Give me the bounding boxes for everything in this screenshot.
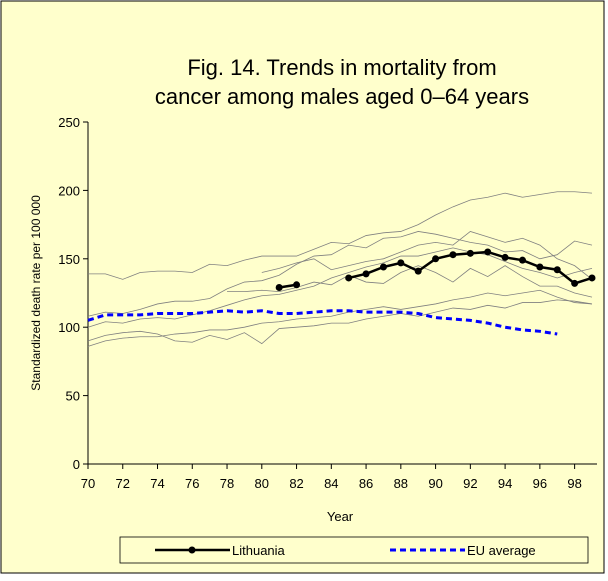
- data-point: [379, 263, 387, 271]
- x-tick-label: 96: [533, 476, 547, 491]
- legend: [119, 536, 589, 564]
- x-tick-label: 88: [394, 476, 408, 491]
- data-point: [414, 267, 422, 275]
- x-tick-label: 70: [81, 476, 95, 491]
- y-tick-label: 100: [58, 320, 80, 335]
- y-tick-label: 200: [58, 183, 80, 198]
- x-tick-label: 76: [185, 476, 199, 491]
- data-point: [484, 248, 492, 256]
- x-tick-label: 84: [324, 476, 338, 491]
- x-tick-label: 78: [220, 476, 234, 491]
- x-tick-label: 72: [116, 476, 130, 491]
- legend-label: EU average: [467, 543, 536, 558]
- data-point: [345, 274, 353, 282]
- legend-marker: [188, 546, 196, 554]
- data-point: [397, 259, 405, 267]
- data-point: [588, 274, 596, 282]
- data-point: [553, 266, 561, 274]
- y-tick-label: 0: [73, 457, 80, 472]
- x-tick-label: 82: [289, 476, 303, 491]
- series-line: [87, 309, 558, 336]
- data-point: [466, 249, 474, 257]
- x-tick-label: 92: [463, 476, 477, 491]
- background-line: [87, 231, 593, 317]
- chart-title: Fig. 14. Trends in mortality from: [187, 55, 496, 80]
- background-line: [87, 289, 593, 347]
- background-line: [87, 247, 593, 328]
- data-point: [275, 284, 283, 292]
- data-point: [536, 263, 544, 271]
- data-point: [293, 281, 301, 289]
- x-tick-label: 74: [150, 476, 164, 491]
- legend-label: Lithuania: [232, 543, 286, 558]
- chart-title: cancer among males aged 0–64 years: [155, 84, 529, 109]
- data-point: [571, 279, 579, 287]
- x-tick-label: 90: [428, 476, 442, 491]
- data-point: [449, 251, 457, 259]
- x-tick-label: 86: [359, 476, 373, 491]
- x-tick-label: 80: [255, 476, 269, 491]
- data-point: [432, 255, 440, 263]
- y-tick-label: 250: [58, 115, 80, 130]
- y-tick-label: 150: [58, 252, 80, 267]
- data-point: [518, 256, 526, 264]
- background-line: [87, 299, 593, 345]
- data-point: [362, 270, 370, 278]
- data-point: [501, 253, 509, 261]
- background-line: [88, 191, 593, 280]
- background-line: [227, 265, 593, 298]
- background-line: [261, 230, 593, 280]
- x-tick-label: 98: [567, 476, 581, 491]
- y-tick-label: 50: [66, 389, 80, 404]
- x-tick-label: 94: [498, 476, 512, 491]
- x-axis-label: Year: [327, 509, 354, 524]
- y-axis-label: Standardized death rate per 100 000: [29, 195, 43, 391]
